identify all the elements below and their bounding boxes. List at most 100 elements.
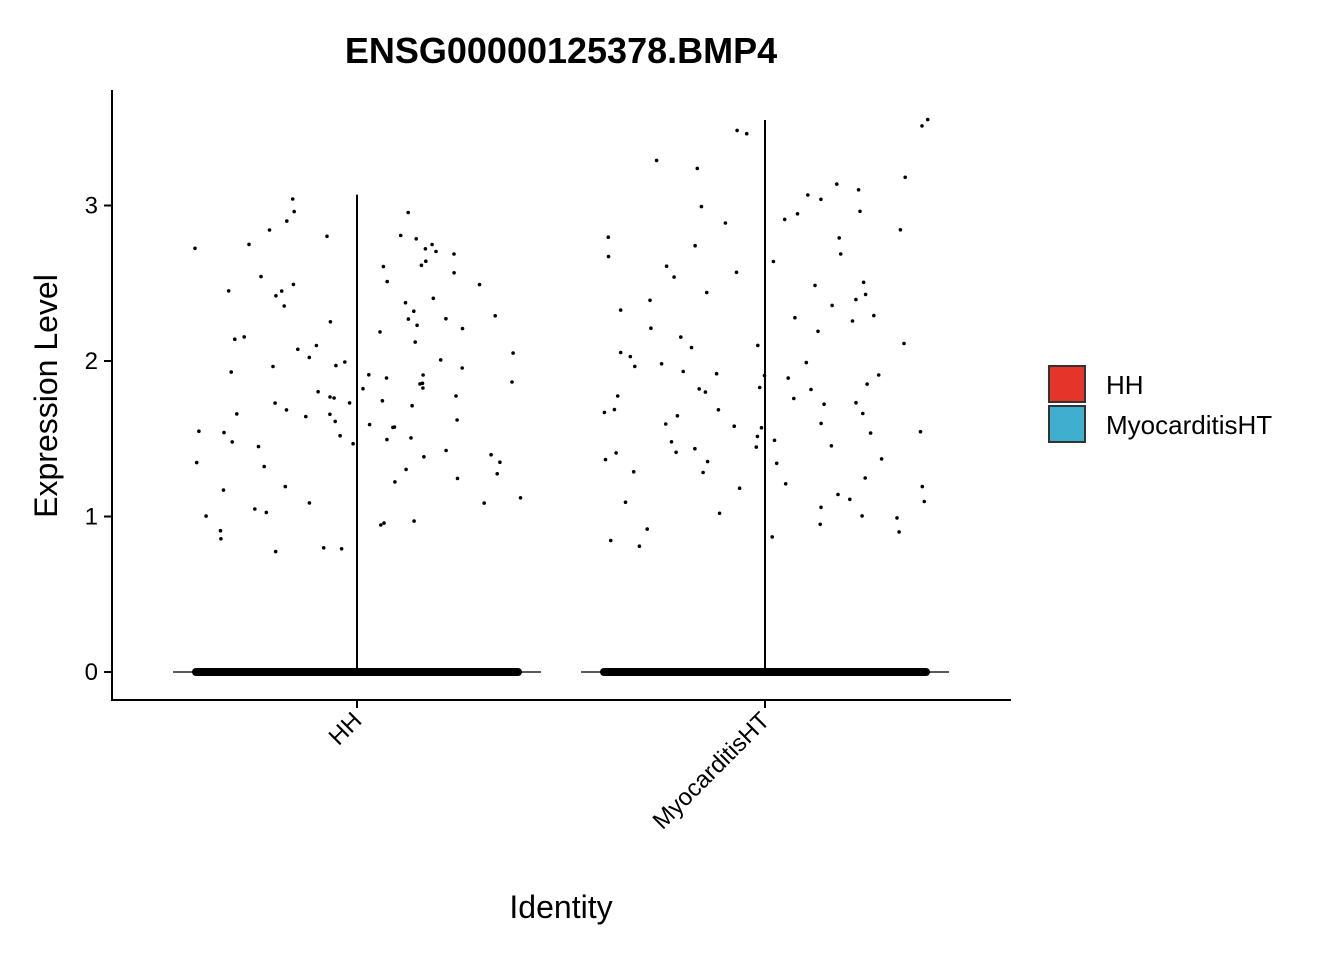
data-point <box>279 289 284 293</box>
data-point <box>414 237 419 241</box>
data-point <box>274 294 278 298</box>
data-point <box>854 400 858 405</box>
data-point <box>664 264 669 269</box>
data-point <box>850 319 855 323</box>
violin-MyocarditisHT <box>581 117 949 676</box>
data-point <box>861 280 866 285</box>
data-point <box>754 445 759 449</box>
data-point <box>920 484 925 489</box>
data-point <box>291 282 296 287</box>
data-point <box>328 412 332 417</box>
data-point <box>876 373 881 377</box>
data-point <box>689 345 694 350</box>
data-point <box>221 488 226 492</box>
data-point <box>703 390 708 394</box>
zero-points-band <box>600 668 930 676</box>
y-ticks: 0 1 2 3 <box>85 193 112 686</box>
data-point <box>792 396 796 401</box>
data-point <box>898 228 903 232</box>
data-point <box>419 263 424 268</box>
x-tick-label: MyocarditisHT <box>648 707 776 835</box>
data-point <box>409 436 413 440</box>
plot-area <box>173 117 949 676</box>
data-point <box>511 351 515 355</box>
data-point <box>264 510 269 515</box>
data-point <box>879 457 884 461</box>
data-point <box>412 309 416 314</box>
data-point <box>804 360 809 365</box>
data-point <box>391 425 395 430</box>
data-point <box>379 523 383 527</box>
data-point <box>307 501 312 505</box>
data-point <box>818 522 822 527</box>
data-point <box>836 492 840 497</box>
data-point <box>423 247 428 251</box>
data-point <box>256 444 261 449</box>
data-point <box>455 476 460 481</box>
data-point <box>701 470 705 475</box>
data-point <box>786 376 790 380</box>
data-point <box>267 228 272 232</box>
data-point <box>822 402 826 407</box>
data-point <box>430 242 434 247</box>
data-point <box>314 343 319 348</box>
data-point <box>633 364 637 369</box>
data-point <box>861 411 865 416</box>
data-point <box>420 381 425 386</box>
data-point <box>193 246 197 251</box>
data-point <box>367 373 371 377</box>
data-point <box>699 204 704 209</box>
data-point <box>282 304 287 308</box>
data-point <box>771 259 776 264</box>
y-tick-label: 2 <box>85 348 98 375</box>
data-point <box>333 419 338 424</box>
data-point <box>813 283 817 288</box>
data-point <box>734 270 739 275</box>
data-point <box>759 425 764 430</box>
data-point <box>714 371 719 376</box>
data-point <box>819 197 823 202</box>
data-point <box>608 538 613 543</box>
data-point <box>321 546 326 550</box>
data-point <box>226 289 231 293</box>
y-axis-title: Expression Level <box>28 274 64 518</box>
data-point <box>421 373 425 377</box>
data-point <box>755 434 760 439</box>
data-point <box>452 271 456 275</box>
data-point <box>438 358 443 362</box>
data-point <box>735 128 739 133</box>
data-point <box>230 440 234 444</box>
data-point <box>674 450 678 455</box>
data-point <box>783 482 788 486</box>
data-point <box>922 499 927 504</box>
data-point <box>606 254 611 259</box>
data-point <box>649 326 653 331</box>
data-point <box>518 496 523 500</box>
data-point <box>393 480 397 484</box>
y-tick-label: 1 <box>85 504 98 531</box>
data-point <box>835 182 839 186</box>
data-point <box>229 370 233 374</box>
chart-title: ENSG00000125378.BMP4 <box>345 30 777 71</box>
data-point <box>628 354 633 359</box>
data-point <box>681 369 685 374</box>
data-point <box>872 313 876 318</box>
data-point <box>614 451 618 455</box>
data-point <box>316 389 320 394</box>
data-point <box>334 363 338 368</box>
data-point <box>406 317 411 321</box>
data-point <box>444 316 448 321</box>
data-point <box>385 437 389 442</box>
data-point <box>510 380 514 384</box>
data-point <box>259 274 263 279</box>
data-point <box>623 500 628 505</box>
data-point <box>816 329 820 334</box>
data-point <box>424 259 428 264</box>
data-point <box>233 337 237 342</box>
data-point <box>367 422 372 427</box>
data-point <box>222 430 226 435</box>
data-point <box>347 401 352 405</box>
legend-swatch <box>1048 405 1086 443</box>
y-tick-label: 0 <box>85 659 98 686</box>
